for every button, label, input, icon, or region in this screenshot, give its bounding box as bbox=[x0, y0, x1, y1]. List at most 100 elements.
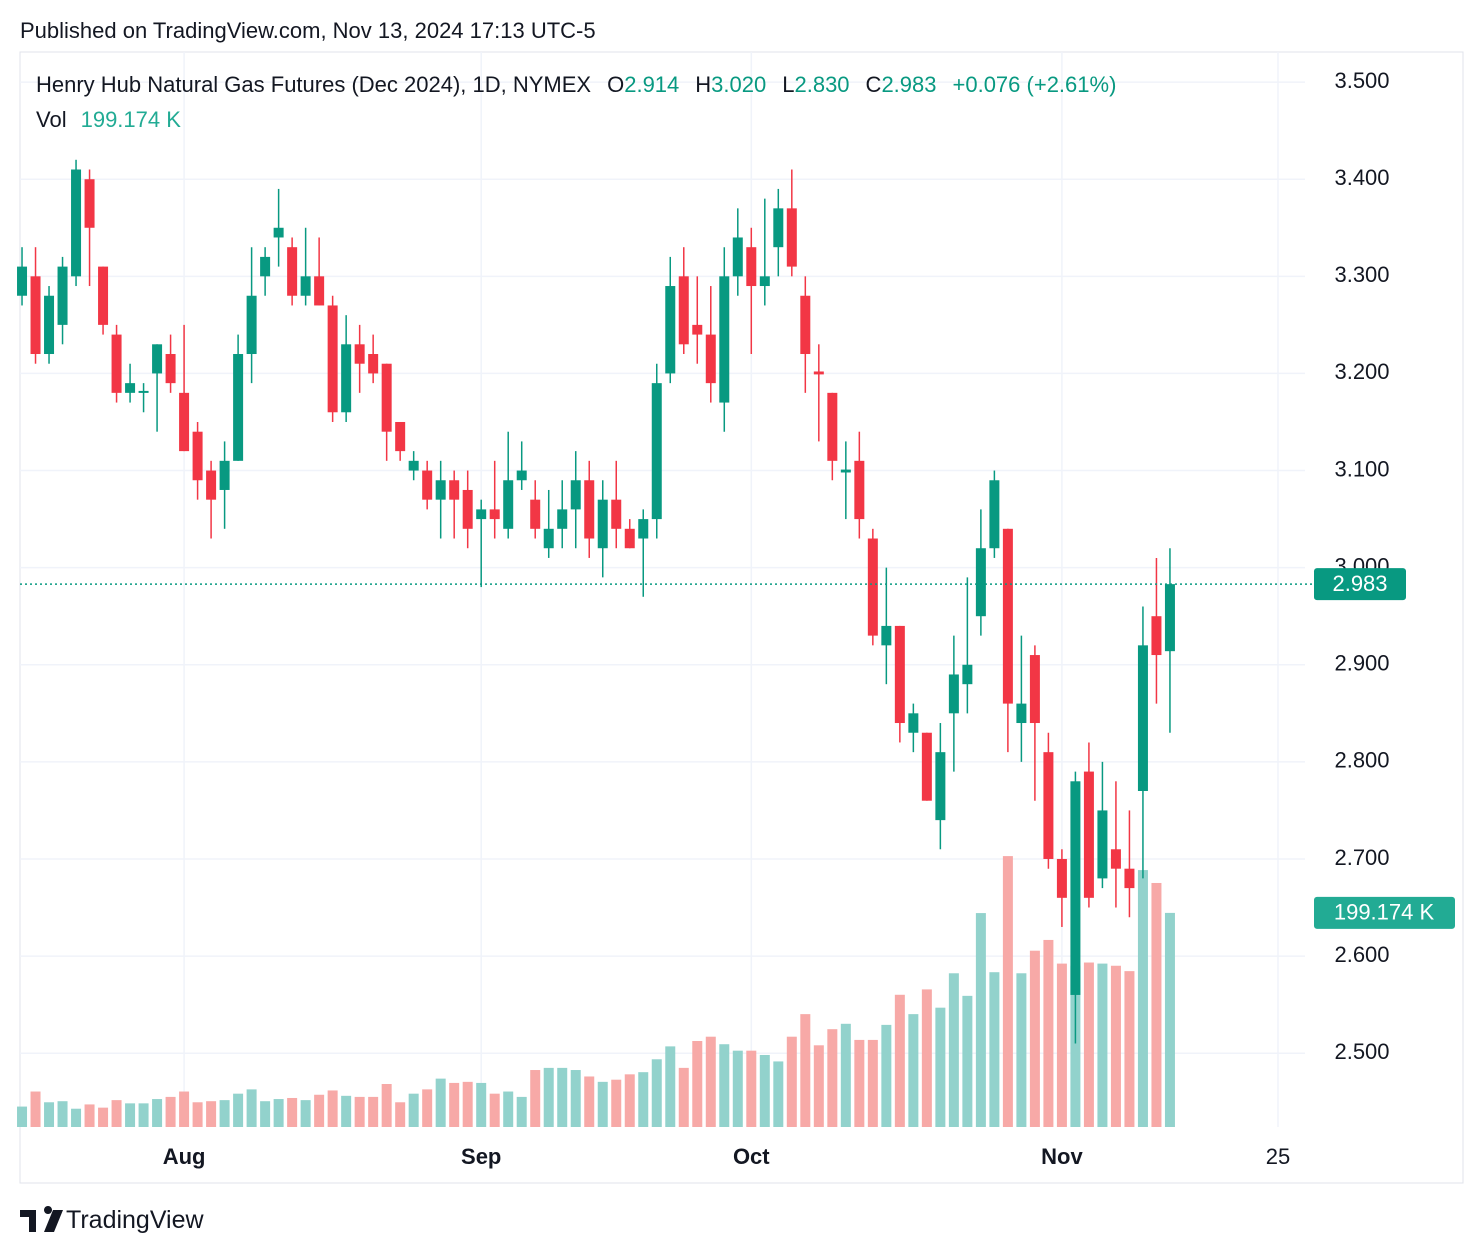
last-price-box bbox=[1314, 568, 1406, 601]
candle-body bbox=[462, 489, 473, 529]
volume-bar bbox=[638, 1072, 649, 1127]
candle-body bbox=[921, 732, 932, 801]
volume-bar bbox=[1016, 973, 1027, 1127]
volume-key: Vol bbox=[36, 107, 67, 132]
candle-body bbox=[138, 390, 149, 393]
candle-body bbox=[975, 548, 986, 617]
candle-body bbox=[948, 674, 959, 714]
candle-body bbox=[368, 354, 379, 374]
candle-body bbox=[854, 460, 865, 520]
ohlc-key: C bbox=[865, 72, 882, 97]
candle-body bbox=[206, 470, 217, 500]
candle-body bbox=[732, 237, 743, 277]
candle-body bbox=[165, 354, 176, 384]
candle-body bbox=[719, 276, 730, 403]
volume-legend: Vol 199.174 K bbox=[36, 107, 181, 133]
x-tick-label: 25 bbox=[1266, 1144, 1290, 1169]
ohlc-value: 3.020 bbox=[711, 72, 767, 97]
y-tick-label: 3.300 bbox=[1334, 262, 1389, 287]
volume-bar bbox=[44, 1102, 55, 1127]
candle-body bbox=[989, 480, 1000, 549]
volume-bar bbox=[300, 1100, 311, 1127]
volume-bar bbox=[84, 1104, 95, 1127]
candle-body bbox=[624, 528, 635, 549]
y-tick-label: 3.500 bbox=[1334, 68, 1389, 93]
volume-bar bbox=[1164, 912, 1175, 1127]
candle-body bbox=[57, 266, 68, 325]
candle-body bbox=[557, 509, 568, 529]
volume-bar bbox=[773, 1061, 784, 1127]
ohlc-value: 2.830 bbox=[794, 72, 850, 97]
y-tick-label: 2.900 bbox=[1334, 651, 1389, 676]
candle-body bbox=[570, 480, 581, 510]
candle-body bbox=[1002, 528, 1013, 704]
ohlc-key: L bbox=[782, 72, 795, 97]
volume-bar bbox=[125, 1103, 136, 1127]
candle-body bbox=[678, 276, 689, 345]
volume-bar bbox=[435, 1078, 446, 1127]
candle-body bbox=[840, 469, 851, 473]
volume-bar bbox=[759, 1054, 770, 1127]
candle-body bbox=[381, 363, 392, 432]
symbol-title: Henry Hub Natural Gas Futures (Dec 2024)… bbox=[36, 72, 592, 97]
volume-bar bbox=[516, 1096, 527, 1127]
candle-body bbox=[246, 295, 257, 355]
volume-bar bbox=[746, 1050, 757, 1127]
ohlc-value: 2.914 bbox=[624, 72, 680, 97]
change-value: +0.076 (+2.61%) bbox=[952, 72, 1117, 97]
candle-body bbox=[786, 208, 797, 267]
x-tick-label: Oct bbox=[733, 1144, 770, 1169]
volume-bar bbox=[570, 1070, 581, 1127]
volume-bar bbox=[786, 1036, 797, 1127]
volume-bar bbox=[287, 1097, 298, 1127]
candle-body bbox=[651, 383, 662, 520]
candle-body bbox=[1016, 703, 1027, 724]
brand-name: TradingView bbox=[66, 1206, 204, 1234]
volume-bar bbox=[314, 1094, 325, 1127]
x-tick-label: Aug bbox=[163, 1144, 206, 1169]
candle-body bbox=[84, 179, 95, 228]
volume-bar bbox=[17, 1106, 28, 1127]
volume-bar bbox=[1056, 963, 1067, 1127]
volume-bar bbox=[840, 1023, 851, 1127]
volume-bar bbox=[152, 1099, 163, 1127]
volume-bar bbox=[206, 1101, 217, 1127]
candle-body bbox=[1164, 584, 1175, 652]
candle-body bbox=[1029, 655, 1040, 724]
volume-bar bbox=[813, 1045, 824, 1127]
volume-bar bbox=[422, 1089, 433, 1127]
candle-body bbox=[219, 460, 230, 490]
volume-bar bbox=[1151, 882, 1162, 1127]
volume-bar bbox=[962, 995, 973, 1127]
chart-frame bbox=[19, 51, 1464, 1184]
volume-bar bbox=[1029, 950, 1040, 1127]
brand-logo bbox=[20, 1206, 63, 1232]
volume-bar bbox=[557, 1067, 568, 1127]
volume-bar bbox=[273, 1099, 284, 1127]
candle-body bbox=[1097, 810, 1108, 879]
candle-body bbox=[881, 625, 892, 646]
volume-bar bbox=[462, 1081, 473, 1127]
candle-body bbox=[665, 286, 676, 374]
axes: 2.5002.6002.7002.8002.9003.0003.1003.200… bbox=[20, 68, 1455, 1169]
candle-body bbox=[908, 713, 919, 733]
x-tick-label: Sep bbox=[461, 1144, 501, 1169]
candle-body bbox=[354, 344, 365, 364]
candle-body bbox=[125, 383, 136, 393]
candle-body bbox=[17, 266, 28, 296]
candle-body bbox=[395, 421, 406, 452]
volume-bar bbox=[597, 1081, 608, 1127]
candle-body bbox=[1137, 645, 1148, 792]
volume-bar bbox=[543, 1067, 554, 1127]
volume-bar bbox=[1043, 939, 1054, 1127]
candle-body bbox=[300, 276, 311, 296]
last-volume-label: 199.174 K bbox=[1334, 900, 1435, 925]
ohlc-key: H bbox=[695, 72, 712, 97]
candle-body bbox=[71, 169, 82, 277]
volume-bar bbox=[665, 1046, 676, 1127]
volume-bar bbox=[948, 973, 959, 1127]
volume-bar bbox=[341, 1095, 352, 1127]
candle-body bbox=[1110, 849, 1121, 869]
volume-bar bbox=[678, 1067, 689, 1127]
